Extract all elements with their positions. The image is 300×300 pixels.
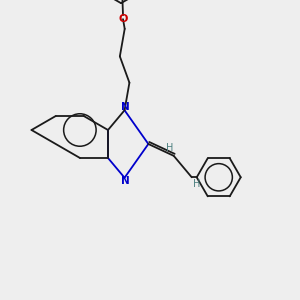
Text: N: N [121, 102, 130, 112]
Text: H: H [166, 143, 173, 153]
Text: O: O [118, 14, 128, 24]
Text: N: N [121, 176, 130, 186]
Text: H: H [193, 179, 200, 189]
